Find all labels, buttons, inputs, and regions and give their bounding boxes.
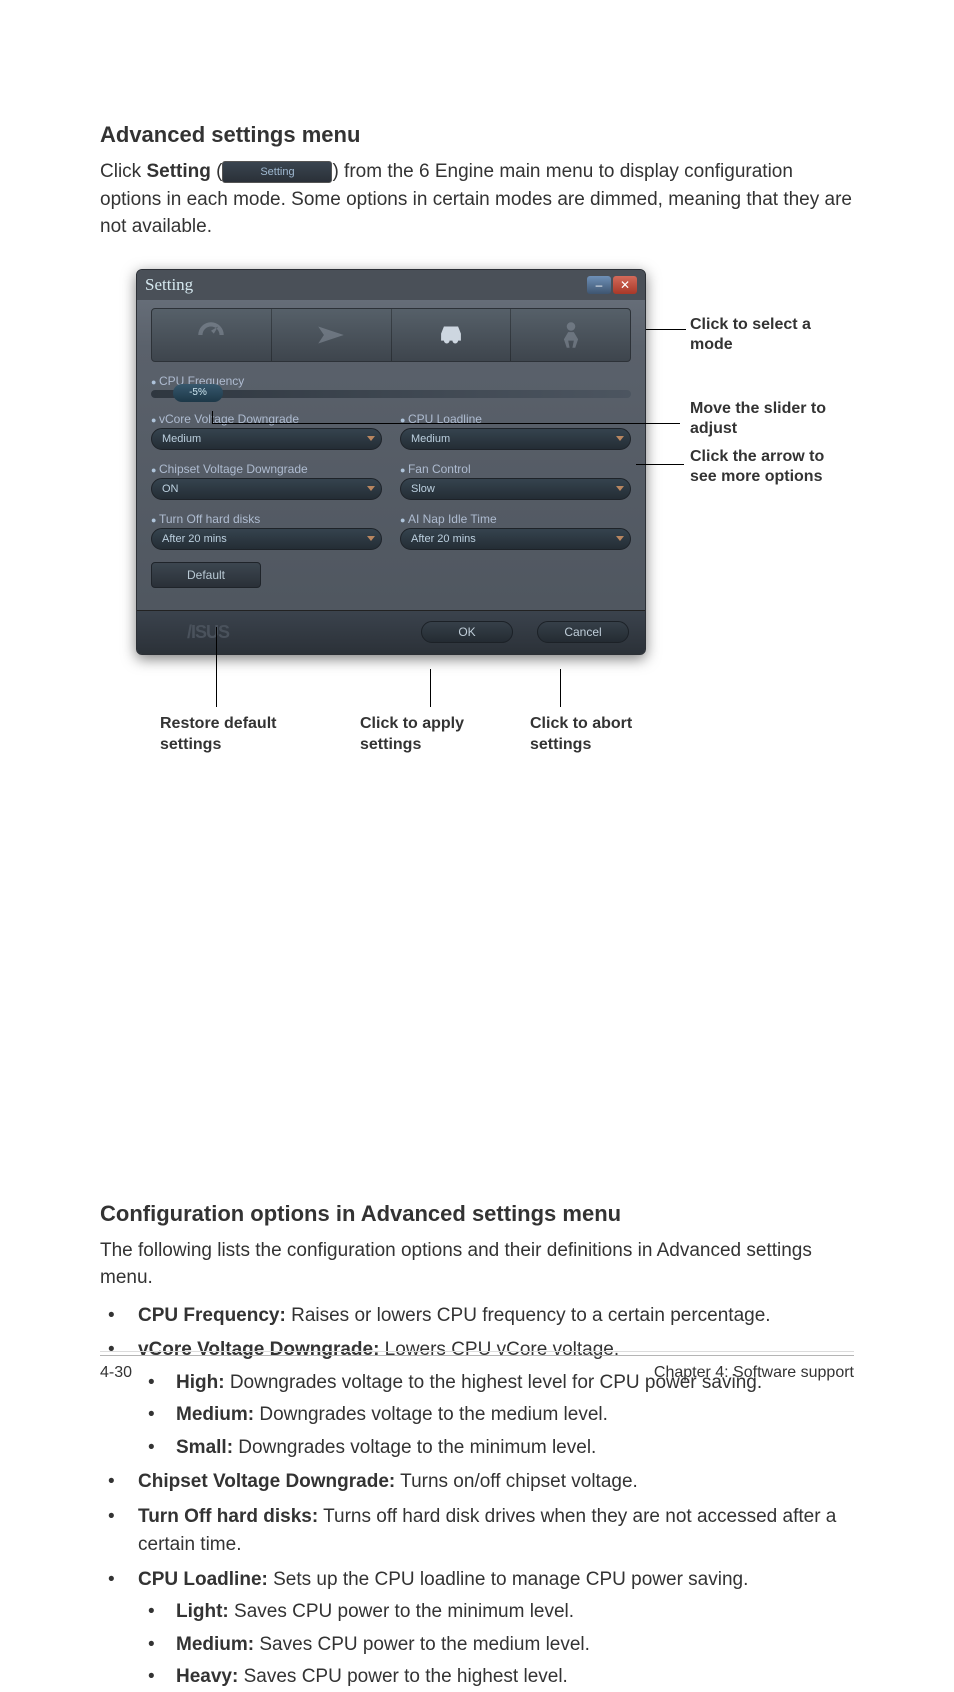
adv-heading: Advanced settings menu [100,122,854,148]
setting-window: Setting – ✕ CPU Frequency -5% [136,269,646,655]
t: Saves CPU power to the medium level. [254,1634,590,1655]
chevron-down-icon [367,436,375,441]
car-icon [434,318,468,352]
inline-setting-button: Setting [222,161,332,183]
mode-tab-plane[interactable] [272,309,392,361]
list-item: Heavy: Saves CPU power to the highest le… [138,1663,854,1692]
window-title: Setting [145,275,193,295]
caption-restore: Restore default settings [160,713,300,756]
leader-line [212,423,680,424]
config-intro: The following lists the configuration op… [100,1237,854,1292]
t: Saves CPU power to the minimum level. [229,1601,574,1622]
t: Downgrades voltage to the minimum level. [233,1437,596,1458]
disks-value: After 20 mins [162,533,227,545]
mode-tab-car[interactable] [392,309,512,361]
b: Medium: [176,1404,254,1425]
list-item: Medium: Downgrades voltage to the medium… [138,1401,854,1430]
chevron-down-icon [367,486,375,491]
chipset-dropdown[interactable]: ON [151,478,382,500]
settings-body: CPU Frequency -5% vCore Voltage Downgrad… [137,362,645,602]
page-footer: 4-30 Chapter 4: Software support [100,1355,854,1382]
leader-line [636,464,684,465]
page-number: 4-30 [100,1364,132,1382]
chevron-down-icon [367,536,375,541]
b: Light: [176,1601,229,1622]
minimize-button[interactable]: – [587,276,611,294]
nap-dropdown[interactable]: After 20 mins [400,528,631,550]
t: Raises or lowers CPU frequency to a cert… [286,1305,771,1326]
footer-rule [100,1351,854,1352]
chevron-down-icon [616,486,624,491]
leader-line [646,329,686,330]
callout-move-slider: Move the slider to adjust [690,399,840,441]
b: Heavy: [176,1666,238,1687]
titlebar-buttons: – ✕ [587,276,637,294]
cpu-freq-slider[interactable]: -5% [151,390,631,398]
config-section: Configuration options in Advanced settin… [100,1201,854,1692]
leader-line [216,627,217,707]
mode-tab-gauge[interactable] [152,309,272,361]
t: Sets up the CPU loadline to manage CPU p… [268,1569,749,1590]
list-item: Turn Off hard disks: Turns off hard disk… [100,1503,854,1560]
setting-bold: Setting [146,161,210,182]
t: Saves CPU power to the highest level. [238,1666,568,1687]
gauge-icon [194,318,228,352]
t: Turns on/off chipset voltage. [395,1471,638,1492]
nap-value: After 20 mins [411,533,476,545]
caption-abort: Click to abort settings [530,713,660,756]
callout-select-mode: Click to select a mode [690,315,840,357]
b: Turn Off hard disks: [138,1506,318,1527]
ok-button[interactable]: OK [421,621,513,643]
cancel-button[interactable]: Cancel [537,621,629,643]
chevron-down-icon [616,436,624,441]
fan-value: Slow [411,483,435,495]
leader-line [430,669,431,707]
brand-logo: /ISUS [187,622,229,643]
callout-click-arrow: Click the arrow to see more options [690,447,840,489]
disks-dropdown[interactable]: After 20 mins [151,528,382,550]
loadline-dropdown[interactable]: Medium [400,428,631,450]
b: CPU Frequency: [138,1305,286,1326]
vcore-dropdown[interactable]: Medium [151,428,382,450]
nap-label: AI Nap Idle Time [400,512,631,526]
list-item: Chipset Voltage Downgrade: Turns on/off … [100,1468,854,1497]
screenshot-area: Setting – ✕ CPU Frequency -5% [100,269,854,1155]
fan-label: Fan Control [400,462,631,476]
adv-para: Click Setting (Setting) from the 6 Engin… [100,158,854,241]
chevron-down-icon [616,536,624,541]
caption-apply: Click to apply settings [360,713,490,756]
t1: Click [100,161,146,182]
list-item: CPU Loadline: Sets up the CPU loadline t… [100,1566,854,1692]
b: Chipset Voltage Downgrade: [138,1471,395,1492]
chipset-value: ON [162,483,179,495]
t: Downgrades voltage to the medium level. [254,1404,608,1425]
person-icon [554,318,588,352]
chapter-label: Chapter 4: Software support [654,1364,854,1382]
disks-label: Turn Off hard disks [151,512,382,526]
list-item: Light: Saves CPU power to the minimum le… [138,1598,854,1627]
titlebar: Setting – ✕ [137,270,645,300]
default-button[interactable]: Default [151,562,261,588]
vcore-value: Medium [162,433,201,445]
cpu-freq-label: CPU Frequency [151,374,631,388]
b: CPU Loadline: [138,1569,268,1590]
list-item: Medium: Saves CPU power to the medium le… [138,1631,854,1660]
loadline-value: Medium [411,433,450,445]
close-button[interactable]: ✕ [613,276,637,294]
t2: ( [211,161,223,182]
config-heading: Configuration options in Advanced settin… [100,1201,854,1227]
list-item: Small: Downgrades voltage to the minimum… [138,1434,854,1463]
b: Medium: [176,1634,254,1655]
mode-tabs [151,308,631,362]
leader-line [212,411,213,423]
b: Small: [176,1437,233,1458]
list-item: CPU Frequency: Raises or lowers CPU freq… [100,1302,854,1331]
fan-dropdown[interactable]: Slow [400,478,631,500]
cpu-freq-thumb[interactable]: -5% [173,384,223,402]
leader-line [560,669,561,707]
bottom-bar: /ISUS OK Cancel [137,610,645,654]
chipset-label: Chipset Voltage Downgrade [151,462,382,476]
plane-icon [314,318,348,352]
mode-tab-person[interactable] [511,309,630,361]
